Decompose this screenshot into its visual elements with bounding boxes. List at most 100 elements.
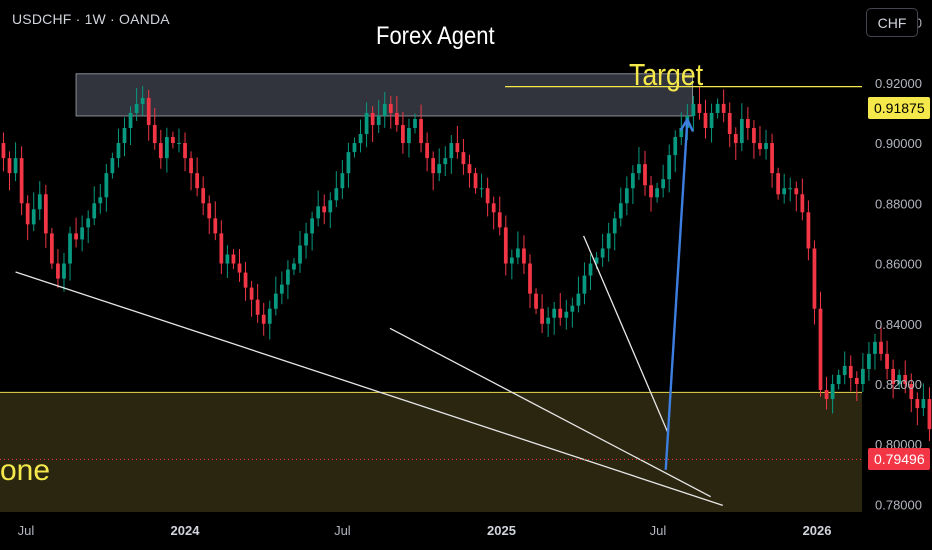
candle-body <box>588 263 593 276</box>
candle-body <box>909 384 914 400</box>
candle-body <box>485 188 490 204</box>
candle-body <box>19 158 24 204</box>
candle-body <box>286 269 290 285</box>
candle-body <box>1 143 6 159</box>
candle-body <box>207 203 212 219</box>
candle-body <box>461 152 466 165</box>
candle-body <box>425 143 429 159</box>
x-tick-label: 2025 <box>487 523 516 538</box>
projection-arrow-group <box>664 118 694 470</box>
zone-label: one <box>0 454 51 487</box>
candle-body <box>842 365 847 375</box>
projection-arrow-shaft <box>664 119 689 470</box>
candle-body <box>752 128 756 144</box>
candle-body <box>86 218 91 228</box>
candle-body <box>219 233 224 264</box>
candle-body <box>558 308 563 318</box>
candle-body <box>279 284 284 294</box>
candle-body <box>776 173 781 195</box>
candle-body <box>679 128 684 138</box>
candle-body <box>745 118 750 128</box>
candle-body <box>903 374 908 384</box>
candle-body <box>649 185 653 198</box>
candle-body <box>473 173 478 189</box>
candle-body <box>691 103 696 116</box>
candle-body <box>697 103 702 113</box>
candle-body <box>739 118 744 144</box>
candle-body <box>340 173 345 189</box>
y-tick-label: 0.86000 <box>875 257 922 272</box>
trendline <box>15 271 724 506</box>
candle-body <box>721 103 726 113</box>
candle-body <box>491 203 496 213</box>
candle-body <box>237 263 242 273</box>
candle-body <box>243 272 248 288</box>
candle-body <box>292 263 296 270</box>
candle-body <box>7 158 12 174</box>
candle-body <box>419 118 423 144</box>
candle-body <box>806 212 811 249</box>
y-tick-label: 0.84000 <box>875 317 922 332</box>
candle-body <box>322 206 327 213</box>
candle-body <box>249 287 254 300</box>
candle-body <box>824 390 829 400</box>
candle-body <box>152 124 157 144</box>
candle-body <box>594 257 599 264</box>
candle-body <box>304 233 308 246</box>
candle-body <box>673 137 678 156</box>
candle-body <box>158 143 163 159</box>
candle-body <box>31 209 36 225</box>
x-tick-label: 2026 <box>803 523 832 538</box>
candle-body <box>25 203 30 225</box>
symbol-info[interactable]: USDCHF · 1W · OANDA <box>12 11 170 27</box>
candle-body <box>407 128 411 144</box>
candle-body <box>364 112 369 135</box>
candle-body <box>358 134 363 144</box>
candle-body <box>667 155 672 180</box>
candle-body <box>346 152 351 174</box>
candle-body <box>467 164 472 174</box>
candle-body <box>413 118 417 128</box>
candle-body <box>534 293 538 309</box>
current-price-tag: 0.79496 <box>868 448 930 470</box>
candle-body <box>104 173 109 198</box>
x-tick-label: Jul <box>18 523 35 538</box>
y-axis: 0.940000.920000.900000.880000.860000.840… <box>875 16 922 513</box>
x-axis: Jul 2024 Jul 2025 Jul 2026 <box>18 523 832 538</box>
candle-body <box>570 305 575 312</box>
candle-body <box>134 103 139 113</box>
candle-body <box>231 254 236 264</box>
x-tick-label: Jul <box>650 523 667 538</box>
candle-body <box>655 188 659 198</box>
candle-body <box>915 399 920 409</box>
candle-body <box>146 97 151 125</box>
candle-body <box>582 275 587 294</box>
trendlines-group <box>15 235 724 506</box>
candle-body <box>255 299 260 315</box>
candle-body <box>68 233 72 264</box>
candle-body <box>715 103 720 113</box>
support-zone-group <box>0 391 862 512</box>
candle-body <box>376 115 381 125</box>
y-tick-label: 0.92000 <box>875 76 922 91</box>
candle-body <box>631 173 635 189</box>
candle-body <box>74 233 78 240</box>
candle-body <box>437 164 442 174</box>
candle-body <box>201 188 206 204</box>
support-zone <box>0 392 862 512</box>
candle-body <box>606 233 611 249</box>
candle-body <box>98 197 103 204</box>
candle-body <box>394 112 399 125</box>
candle-body <box>564 311 569 318</box>
candle-body <box>273 293 278 309</box>
currency-button[interactable]: CHF <box>866 8 918 37</box>
candle-body <box>334 188 339 201</box>
candle-body <box>764 143 768 150</box>
candle-body <box>516 248 520 258</box>
candle-body <box>794 188 799 195</box>
candle-body <box>522 248 526 264</box>
candle-body <box>43 194 48 234</box>
candle-body <box>56 263 60 279</box>
candle-body <box>867 353 871 369</box>
